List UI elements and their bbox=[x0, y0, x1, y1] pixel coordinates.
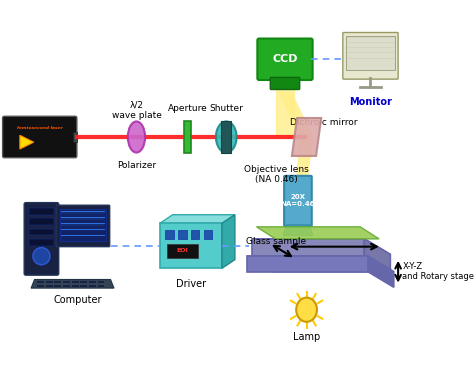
Ellipse shape bbox=[216, 121, 237, 152]
Ellipse shape bbox=[296, 298, 317, 322]
FancyBboxPatch shape bbox=[56, 205, 109, 247]
Polygon shape bbox=[365, 239, 391, 272]
FancyBboxPatch shape bbox=[89, 285, 96, 287]
FancyBboxPatch shape bbox=[24, 203, 59, 275]
Polygon shape bbox=[293, 137, 313, 215]
FancyBboxPatch shape bbox=[221, 121, 231, 152]
Polygon shape bbox=[20, 135, 34, 149]
FancyBboxPatch shape bbox=[80, 281, 87, 283]
Text: Driver: Driver bbox=[176, 279, 206, 289]
FancyBboxPatch shape bbox=[55, 285, 61, 287]
FancyBboxPatch shape bbox=[29, 218, 54, 225]
FancyBboxPatch shape bbox=[63, 285, 70, 287]
FancyBboxPatch shape bbox=[72, 281, 79, 283]
FancyBboxPatch shape bbox=[29, 239, 54, 246]
FancyBboxPatch shape bbox=[204, 230, 212, 239]
Polygon shape bbox=[252, 239, 365, 256]
Text: X-Y-Z
and Rotary stage: X-Y-Z and Rotary stage bbox=[402, 262, 474, 282]
Text: Glass sample: Glass sample bbox=[246, 237, 306, 246]
FancyBboxPatch shape bbox=[37, 281, 44, 283]
FancyBboxPatch shape bbox=[89, 281, 96, 283]
Polygon shape bbox=[160, 215, 235, 223]
Text: femtosecond laser: femtosecond laser bbox=[17, 126, 63, 130]
FancyBboxPatch shape bbox=[165, 230, 173, 239]
FancyBboxPatch shape bbox=[284, 176, 312, 226]
Ellipse shape bbox=[33, 248, 50, 265]
FancyBboxPatch shape bbox=[257, 39, 313, 80]
Text: Polarizer: Polarizer bbox=[117, 161, 156, 170]
FancyBboxPatch shape bbox=[2, 116, 77, 158]
FancyBboxPatch shape bbox=[37, 285, 44, 287]
FancyBboxPatch shape bbox=[46, 281, 53, 283]
Polygon shape bbox=[368, 256, 394, 287]
Polygon shape bbox=[278, 92, 313, 137]
Text: λ/2
wave plate: λ/2 wave plate bbox=[111, 101, 161, 120]
Text: Objective lens
(NA 0.46): Objective lens (NA 0.46) bbox=[244, 164, 309, 184]
FancyBboxPatch shape bbox=[29, 208, 54, 215]
FancyBboxPatch shape bbox=[29, 229, 54, 236]
FancyBboxPatch shape bbox=[60, 209, 106, 241]
Ellipse shape bbox=[128, 121, 145, 152]
Text: Aperture: Aperture bbox=[167, 104, 207, 113]
FancyBboxPatch shape bbox=[46, 285, 53, 287]
FancyBboxPatch shape bbox=[167, 244, 198, 258]
FancyBboxPatch shape bbox=[72, 285, 79, 287]
Polygon shape bbox=[31, 279, 114, 288]
Text: CCD: CCD bbox=[272, 54, 298, 64]
FancyBboxPatch shape bbox=[73, 132, 77, 142]
Polygon shape bbox=[247, 256, 394, 272]
Polygon shape bbox=[247, 256, 368, 272]
FancyBboxPatch shape bbox=[346, 36, 395, 71]
Text: Computer: Computer bbox=[54, 295, 102, 305]
Text: Shutter: Shutter bbox=[210, 104, 243, 113]
FancyBboxPatch shape bbox=[160, 223, 222, 268]
FancyBboxPatch shape bbox=[178, 230, 187, 239]
FancyBboxPatch shape bbox=[98, 285, 104, 287]
Text: Dichroic mirror: Dichroic mirror bbox=[290, 118, 357, 127]
FancyBboxPatch shape bbox=[191, 230, 200, 239]
Text: Lamp: Lamp bbox=[293, 332, 320, 342]
Polygon shape bbox=[252, 239, 391, 254]
Text: Monitor: Monitor bbox=[349, 97, 392, 107]
FancyBboxPatch shape bbox=[270, 77, 300, 89]
Text: EOI: EOI bbox=[176, 248, 188, 254]
FancyBboxPatch shape bbox=[55, 281, 61, 283]
FancyBboxPatch shape bbox=[98, 281, 104, 283]
Polygon shape bbox=[222, 215, 235, 268]
Polygon shape bbox=[292, 118, 321, 156]
FancyBboxPatch shape bbox=[80, 285, 87, 287]
FancyBboxPatch shape bbox=[63, 281, 70, 283]
FancyBboxPatch shape bbox=[184, 121, 191, 152]
Text: 20X
NA=0.46: 20X NA=0.46 bbox=[281, 194, 315, 208]
Polygon shape bbox=[283, 225, 313, 236]
FancyBboxPatch shape bbox=[343, 32, 398, 79]
Polygon shape bbox=[256, 227, 379, 239]
